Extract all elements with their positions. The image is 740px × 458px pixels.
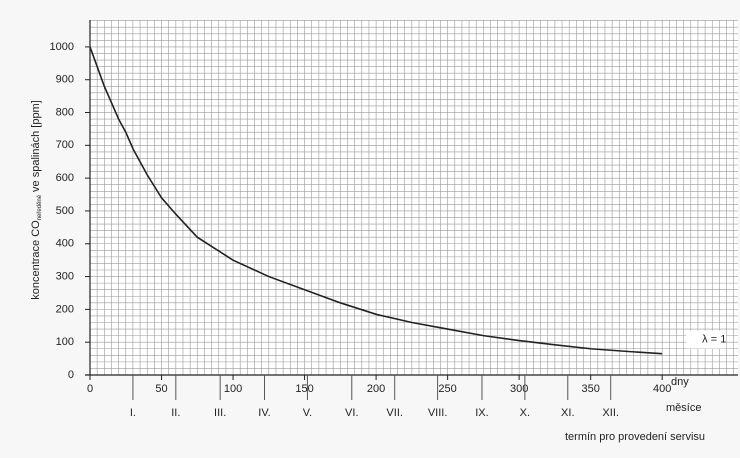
x-tick-label: 250 xyxy=(438,383,456,395)
y-tick-label: 300 xyxy=(56,270,74,282)
y-tick-label: 800 xyxy=(56,106,74,118)
y-label-rest: ve spalinách [ppm] xyxy=(30,100,42,192)
y-tick-label: 500 xyxy=(56,205,74,217)
y-tick-label: 0 xyxy=(68,369,74,381)
x-tick-label: 150 xyxy=(295,383,313,395)
month-tick-label: VIII. xyxy=(428,407,448,419)
x-tick-label: 350 xyxy=(581,383,599,395)
y-tick-label: 900 xyxy=(56,74,74,86)
month-tick-label: I. xyxy=(130,407,136,419)
y-tick-label: 1000 xyxy=(50,41,74,53)
month-tick-label: II. xyxy=(171,407,180,419)
x-unit: dny xyxy=(671,376,689,388)
y-label-main: koncentrace CO xyxy=(30,220,42,300)
month-tick-label: III. xyxy=(214,407,226,419)
x-tick-label: 100 xyxy=(224,383,242,395)
x-tick-label: 50 xyxy=(155,383,167,395)
month-tick-label: XI. xyxy=(561,407,574,419)
month-tick-label: XII. xyxy=(602,407,619,419)
legend-box xyxy=(686,330,727,349)
legend-label: λ = 1 xyxy=(702,334,726,346)
y-tick-label: 400 xyxy=(56,238,74,250)
x-tick-label: 0 xyxy=(87,383,93,395)
month-unit: měsíce xyxy=(666,402,701,414)
y-tick-label: 700 xyxy=(56,139,74,151)
month-tick-label: VI. xyxy=(345,407,358,419)
y-tick-label: 100 xyxy=(56,336,74,348)
month-tick-label: VII. xyxy=(386,407,403,419)
x-tick-label: 200 xyxy=(367,383,385,395)
y-tick-label: 200 xyxy=(56,303,74,315)
month-tick-label: IX. xyxy=(475,407,488,419)
x-tick-label: 300 xyxy=(510,383,528,395)
line xyxy=(89,46,663,355)
x-tick-label: 400 xyxy=(653,383,671,395)
y-label: koncentrace COneředěné ve spalinách [ppm] xyxy=(30,100,43,300)
x-caption: termín pro provedení servisu xyxy=(565,431,705,443)
y-label-sub: neředěné xyxy=(37,194,43,220)
month-tick-label: IV. xyxy=(258,407,270,419)
month-tick-label: V. xyxy=(303,407,312,419)
month-tick-label: X. xyxy=(520,407,530,419)
y-tick-label: 600 xyxy=(56,172,74,184)
